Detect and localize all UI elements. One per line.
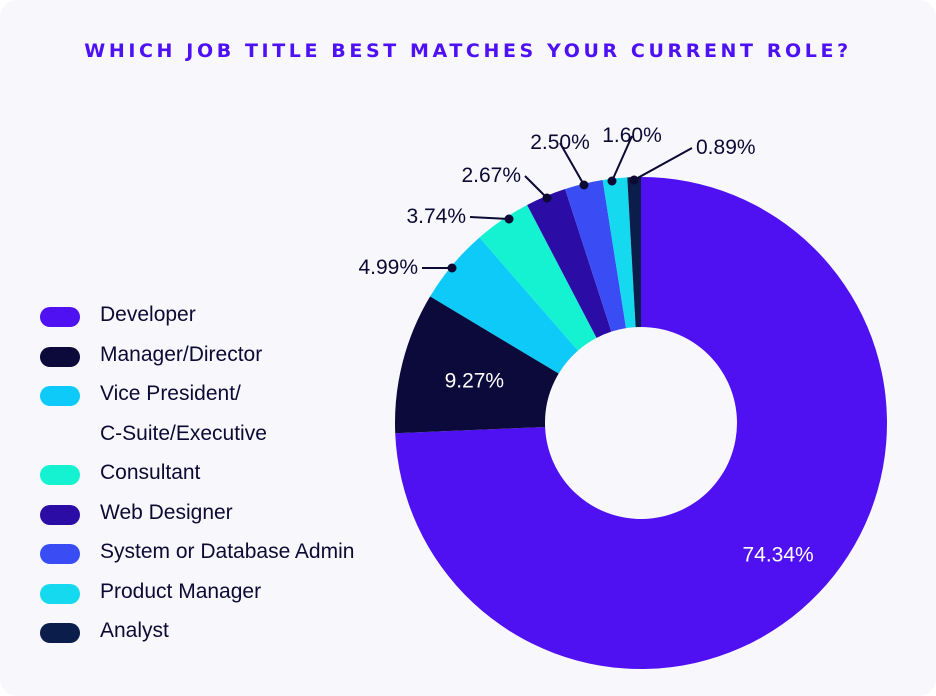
leader-dot-system-or-database-admin xyxy=(579,180,589,190)
legend-label: Manager/Director xyxy=(100,342,263,366)
chart-title: WHICH JOB TITLE BEST MATCHES YOUR CURREN… xyxy=(84,40,852,62)
slice-system-or-database-admin xyxy=(565,180,627,332)
legend-swatch-system-or-database-admin xyxy=(40,544,80,564)
legend-swatch-product-manager xyxy=(40,583,80,604)
legend-label: Web Designer xyxy=(100,500,233,524)
data-label-web-designer: 2.67% xyxy=(461,164,521,187)
slice-analyst xyxy=(627,177,641,328)
leader-line-web-designer xyxy=(524,175,548,199)
data-label-analyst: 0.89% xyxy=(696,136,756,159)
legend-swatch-vice-president-c-suite-executive xyxy=(40,386,80,406)
slice-developer xyxy=(395,177,887,669)
legend-label: Consultant xyxy=(100,461,201,484)
legend-swatch-analyst xyxy=(40,623,80,643)
slice-consultant xyxy=(479,204,597,351)
data-label-system-or-database-admin: 2.50% xyxy=(530,131,590,154)
leader-line-consultant xyxy=(469,216,510,220)
data-label-vice-president-c-suite-executive: 4.99% xyxy=(358,256,418,279)
leader-line-analyst xyxy=(633,147,693,181)
leader-dot-consultant xyxy=(504,214,514,224)
slice-vice-president-c-suite-executive xyxy=(430,237,578,374)
legend-label: Developer xyxy=(100,303,196,326)
legend-label: Product Manager xyxy=(100,579,262,603)
data-label-consultant: 3.74% xyxy=(406,205,466,228)
data-label-product-manager: 1.60% xyxy=(602,124,662,147)
leader-dot-analyst xyxy=(629,175,639,185)
leader-dot-web-designer xyxy=(542,193,552,203)
legend-swatch-developer xyxy=(40,307,80,327)
data-label-developer: 74.34% xyxy=(742,544,813,567)
slice-web-designer xyxy=(527,188,612,338)
leader-dot-vice-president-c-suite-executive xyxy=(447,263,457,273)
leader-line-system-or-database-admin xyxy=(559,142,585,186)
slice-product-manager xyxy=(602,177,636,329)
data-label-manager-director: 9.27% xyxy=(445,369,505,392)
legend-label: System or Database Admin xyxy=(100,540,355,563)
leader-line-product-manager xyxy=(611,135,633,182)
legend-label: Vice President/ xyxy=(100,382,241,405)
leader-dot-product-manager xyxy=(607,176,617,186)
legend-swatch-web-designer xyxy=(40,504,80,525)
legend-label: Analyst xyxy=(100,619,169,642)
legend-swatch-manager-director xyxy=(40,346,80,367)
slice-manager-director xyxy=(395,296,559,434)
legend-label: C-Suite/Executive xyxy=(100,421,267,445)
legend-swatch-consultant xyxy=(40,465,80,485)
